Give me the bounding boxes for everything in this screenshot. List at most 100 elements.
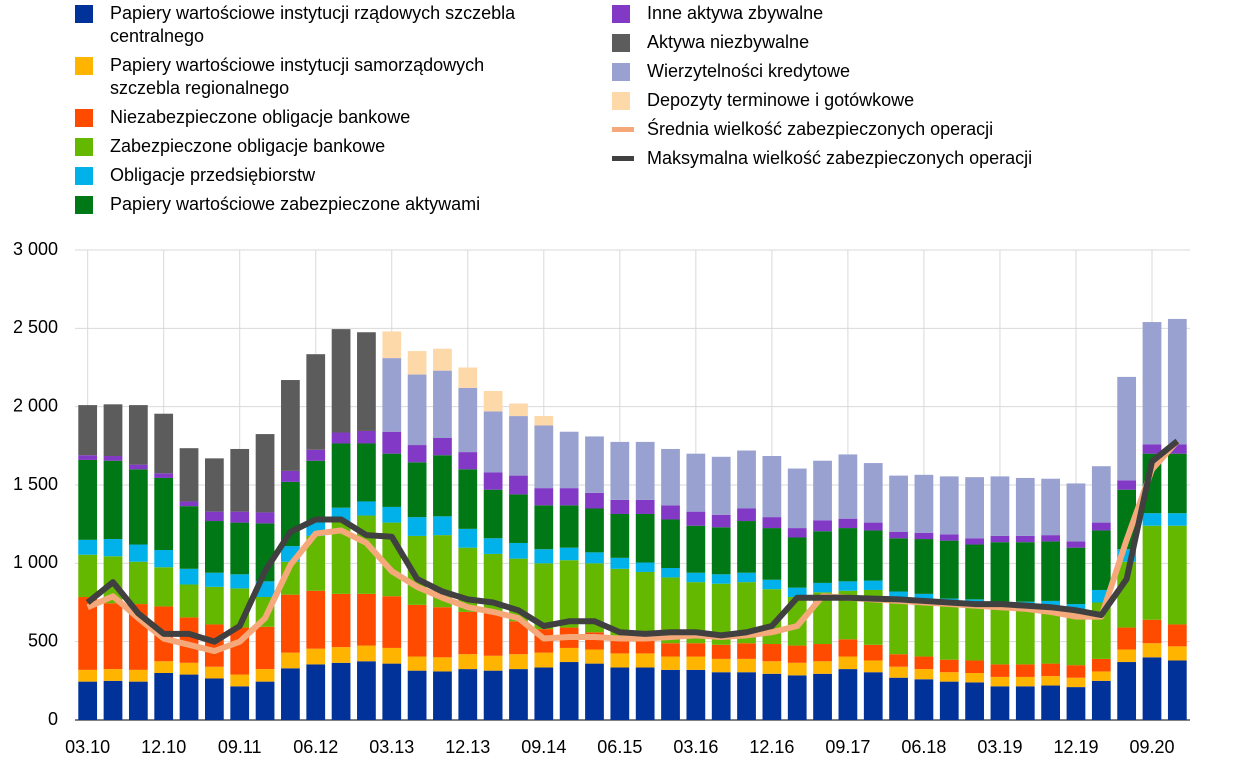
bar-segment: [787, 597, 807, 646]
bar-segment: [1015, 609, 1035, 665]
bar-segment: [559, 431, 579, 489]
bar-segment: [458, 452, 478, 470]
bar-segment: [509, 494, 528, 543]
bar-segment: [813, 531, 832, 583]
bar-segment: [78, 681, 98, 720]
bar-segment: [711, 527, 731, 575]
bar-segment: [1142, 525, 1162, 620]
bar-segment: [965, 477, 984, 539]
bar-segment: [762, 456, 782, 518]
bar-segment: [78, 539, 98, 555]
bar-segment: [1091, 522, 1111, 531]
bar-segment: [838, 639, 858, 657]
bar-segment: [128, 561, 148, 605]
bar-segment: [1142, 322, 1162, 445]
bar-segment: [863, 644, 883, 661]
bar-segment: [939, 540, 959, 599]
bar-segment: [483, 538, 503, 554]
bar-segment: [357, 332, 376, 431]
bar-segment: [1066, 677, 1086, 688]
bar-segment: [534, 505, 554, 550]
bar-segment: [1041, 663, 1061, 677]
bar-segment: [128, 544, 148, 562]
bar-segment: [103, 669, 123, 681]
bar-segment: [331, 593, 351, 648]
bar-segment: [433, 348, 452, 371]
bar-segment: [306, 590, 326, 649]
bar-segment: [635, 441, 655, 500]
bar-segment: [331, 662, 351, 720]
bar-segment: [661, 505, 680, 520]
bar-segment: [889, 599, 908, 655]
bar-segment: [255, 626, 275, 670]
bar-segment: [813, 520, 832, 532]
bar-segment: [78, 455, 98, 460]
bar-segment: [1117, 480, 1137, 490]
bar-segment: [635, 639, 655, 654]
bar-segment: [661, 656, 680, 670]
bar-segment: [939, 672, 959, 682]
x-tick-label: 06.15: [597, 737, 642, 757]
bar-segment: [382, 647, 402, 664]
bar-segment: [281, 380, 300, 471]
bar-segment: [1015, 686, 1035, 720]
bar-segment: [1167, 318, 1187, 445]
bar-segment: [559, 647, 579, 663]
legend-marker: [612, 34, 630, 52]
bar-segment: [737, 450, 756, 509]
bar-segment: [863, 463, 883, 523]
y-tick-label: 0: [48, 709, 58, 729]
bar-segment: [154, 550, 174, 568]
bar-segment: [1117, 662, 1137, 720]
bar-segment: [737, 572, 756, 583]
bar-segment: [610, 441, 630, 500]
bar-segment: [762, 673, 782, 720]
bar-segment: [230, 574, 250, 589]
bar-segment: [407, 445, 427, 463]
bar-segment: [382, 358, 402, 432]
bar-segment: [179, 617, 199, 663]
bar-segment: [585, 563, 604, 633]
bar-segment: [103, 603, 123, 670]
bar-segment: [990, 664, 1010, 677]
legend-marker: [75, 57, 93, 75]
legend-marker: [75, 5, 93, 23]
bar-segment: [889, 677, 908, 720]
bar-segment: [382, 663, 402, 720]
x-tick-label: 06.18: [901, 737, 946, 757]
bar-segment: [357, 645, 376, 662]
y-tick-label: 2 500: [13, 317, 58, 337]
y-tick-label: 3 000: [13, 239, 58, 259]
bar-segment: [534, 488, 554, 506]
bar-segment: [255, 681, 275, 720]
bar-segment: [230, 674, 250, 687]
bar-segment: [939, 534, 959, 541]
bar-segment: [306, 648, 326, 665]
bar-segment: [1015, 535, 1035, 543]
bar-segment: [230, 686, 250, 720]
bar-segment: [1167, 624, 1187, 647]
bar-segment: [1066, 611, 1086, 666]
bar-segment: [458, 654, 478, 670]
bar-segment: [78, 459, 98, 540]
x-tick-label: 09.14: [521, 737, 566, 757]
legend-marker: [75, 138, 93, 156]
bar-segment: [458, 367, 478, 388]
legend-label: Obligacje przedsiębiorstw: [110, 165, 316, 185]
bar-segment: [711, 574, 731, 584]
bar-segment: [585, 649, 604, 664]
bar-segment: [1091, 680, 1111, 720]
x-tick-label: 03.10: [65, 737, 110, 757]
bar-segment: [154, 473, 174, 478]
bar-segment: [230, 448, 250, 512]
legend-item: Wierzytelności kredytowe: [612, 60, 1132, 83]
bar-segment: [1142, 513, 1162, 526]
legend-marker: [75, 196, 93, 214]
bar-segment: [357, 661, 376, 720]
x-tick-label: 12.13: [445, 737, 490, 757]
bar-segment: [585, 508, 604, 553]
bar-segment: [306, 354, 326, 450]
bar-segment: [1117, 627, 1137, 650]
legend-marker: [75, 109, 93, 127]
